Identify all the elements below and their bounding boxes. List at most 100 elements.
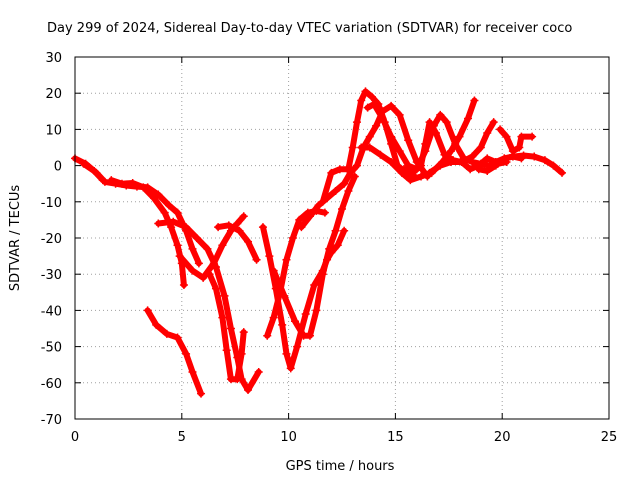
series-line [475, 152, 565, 176]
data-point [203, 244, 212, 253]
data-point [491, 161, 500, 170]
data-point [340, 226, 349, 235]
data-point [502, 132, 511, 141]
data-point [376, 150, 385, 159]
data-point [291, 317, 300, 326]
y-tick-label: 10 [45, 123, 62, 138]
data-point [352, 161, 361, 170]
data-point [558, 168, 567, 177]
data-point [451, 139, 460, 148]
data-point [239, 212, 248, 221]
data-point [327, 168, 336, 177]
data-point [188, 244, 197, 253]
data-point [408, 168, 417, 177]
y-tick-label: -20 [41, 232, 62, 247]
data-point [197, 389, 206, 398]
data-point [363, 103, 372, 112]
data-point [233, 219, 242, 228]
data-point [474, 165, 483, 174]
data-point [269, 266, 278, 275]
data-point [169, 217, 178, 226]
data-point [348, 143, 357, 152]
y-tick-label: 0 [54, 160, 62, 175]
series-sat-j [258, 223, 349, 373]
data-point [179, 281, 188, 290]
data-point [352, 118, 361, 127]
data-point [489, 118, 498, 127]
data-point [182, 349, 191, 358]
data-point [442, 118, 451, 127]
data-point [338, 205, 346, 214]
data-point [265, 252, 274, 261]
series-line [270, 173, 358, 339]
data-point [233, 375, 242, 384]
data-point [318, 197, 327, 206]
data-point [446, 157, 455, 166]
x-tick-label: 5 [178, 430, 186, 445]
data-point [128, 178, 137, 187]
data-point [483, 167, 492, 176]
data-point [305, 212, 314, 221]
data-point [199, 273, 208, 282]
series-line [206, 271, 247, 383]
y-tick-label: -60 [41, 377, 62, 392]
x-axis-label: GPS time / hours [286, 459, 395, 474]
data-point [446, 147, 455, 156]
data-point [218, 313, 227, 322]
y-tick-label: 20 [45, 87, 62, 102]
series-sat-q [425, 118, 498, 177]
data-point [515, 143, 524, 152]
data-point [530, 152, 539, 161]
data-point [278, 320, 287, 329]
data-point [139, 183, 148, 192]
data-point [282, 349, 291, 358]
x-tick-label: 25 [601, 430, 618, 445]
data-point [387, 132, 396, 141]
data-point [297, 223, 306, 232]
data-point [280, 291, 289, 300]
data-point [470, 96, 479, 105]
data-point [417, 172, 426, 181]
data-point [244, 386, 253, 395]
data-point [344, 186, 353, 195]
data-point [395, 110, 404, 119]
y-tick-label: -30 [41, 268, 62, 283]
data-point [350, 172, 359, 181]
y-tick-label: -40 [41, 304, 62, 319]
data-point [365, 132, 374, 141]
data-point [235, 226, 244, 235]
data-point [399, 165, 408, 174]
data-point [436, 110, 445, 119]
data-point [154, 190, 163, 199]
series-layer [71, 87, 567, 398]
data-point [528, 132, 537, 141]
data-point [540, 156, 549, 165]
data-point [496, 125, 505, 134]
data-point [173, 333, 182, 342]
series-line [176, 213, 247, 281]
data-point [431, 129, 440, 138]
data-point [372, 121, 381, 130]
data-point [173, 208, 182, 217]
data-point [378, 114, 387, 123]
data-point [457, 157, 466, 166]
data-point [483, 129, 492, 138]
series-sat-b [79, 159, 107, 185]
data-point [164, 201, 173, 210]
data-point [387, 101, 396, 110]
axis-ticks: 0 5 10 15 20 25 -70 -60 -50 -40 -30 -20 -10 0 10 20 30 [41, 51, 618, 445]
data-point [226, 324, 235, 333]
data-point [421, 139, 430, 148]
data-point [517, 132, 526, 141]
y-tick-label: -10 [41, 196, 62, 211]
data-point [357, 96, 366, 105]
data-point [357, 143, 366, 152]
data-point [425, 168, 434, 177]
data-point [305, 331, 314, 340]
data-point [182, 223, 191, 232]
data-point [335, 165, 344, 174]
data-point [340, 179, 349, 188]
data-point [239, 328, 248, 337]
series-sat-k [269, 172, 359, 340]
data-point [263, 331, 272, 340]
